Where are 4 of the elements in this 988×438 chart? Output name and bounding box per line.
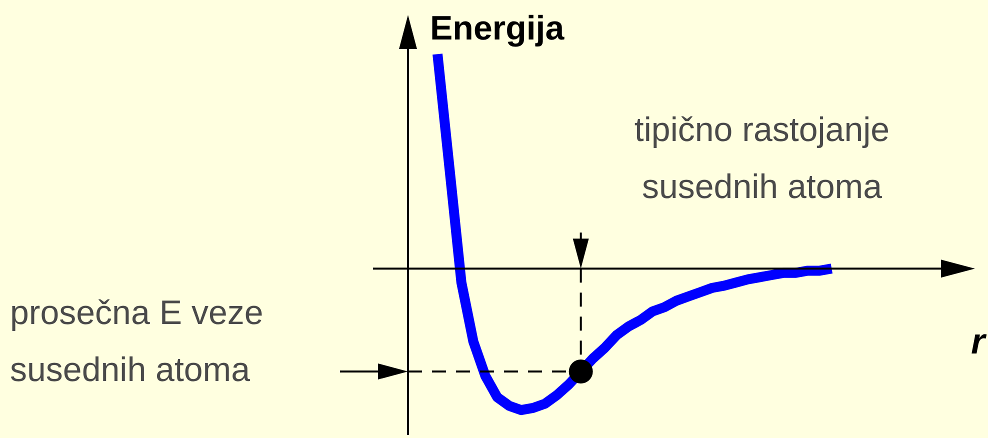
y-axis-title: Energija [430, 9, 566, 48]
annotation: tipično rastojanje susednih atoma [633, 110, 891, 208]
text: prosečna E veze susednih atoma [10, 293, 264, 391]
x-axis-title: r [970, 320, 987, 362]
